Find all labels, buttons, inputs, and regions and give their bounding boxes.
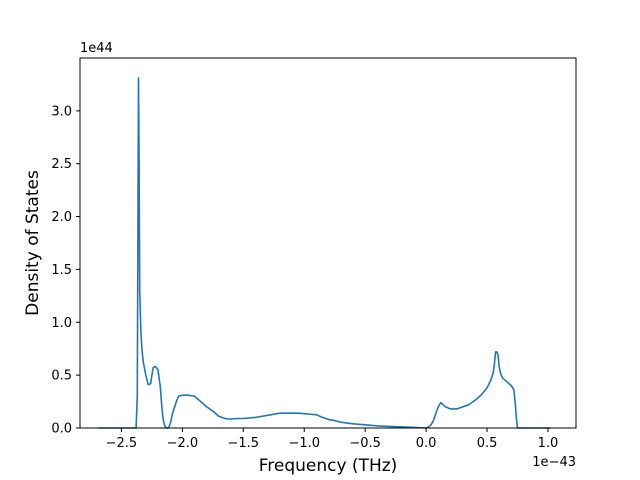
y-tick-label: 2.0 [51,210,72,225]
y-offset-label: 1e44 [80,41,113,56]
x-tick-label: −1.0 [288,436,320,451]
y-tick-label: 0.5 [51,369,72,384]
plot-frame [79,57,577,429]
series-layer [98,77,551,429]
y-tick-label: 1.0 [51,316,72,331]
x-tick-label: −0.5 [349,436,381,451]
x-tick-label: −1.5 [228,436,260,451]
y-tick-label: 0.0 [51,422,72,437]
x-tick-label: 0.0 [416,436,437,451]
y-axis: 0.0 0.5 1.0 1.5 2.0 2.5 3.0 [51,104,80,437]
x-tick-label: −2.0 [167,436,199,451]
x-tick-label: −2.5 [106,436,138,451]
dos-series-line-0 [98,77,551,429]
x-offset-label: 1e−43 [532,455,576,470]
y-tick-label: 1.5 [51,263,72,278]
y-tick-label: 2.5 [51,157,72,172]
x-axis: −2.5 −2.0 −1.5 −1.0 −0.5 0.0 0.5 1.0 [106,428,559,451]
x-axis-label: Frequency (THz) [259,456,398,476]
y-axis-label: Density of States [23,170,43,316]
x-tick-label: 0.5 [477,436,498,451]
x-tick-label: 1.0 [538,436,559,451]
y-tick-label: 3.0 [51,104,72,119]
